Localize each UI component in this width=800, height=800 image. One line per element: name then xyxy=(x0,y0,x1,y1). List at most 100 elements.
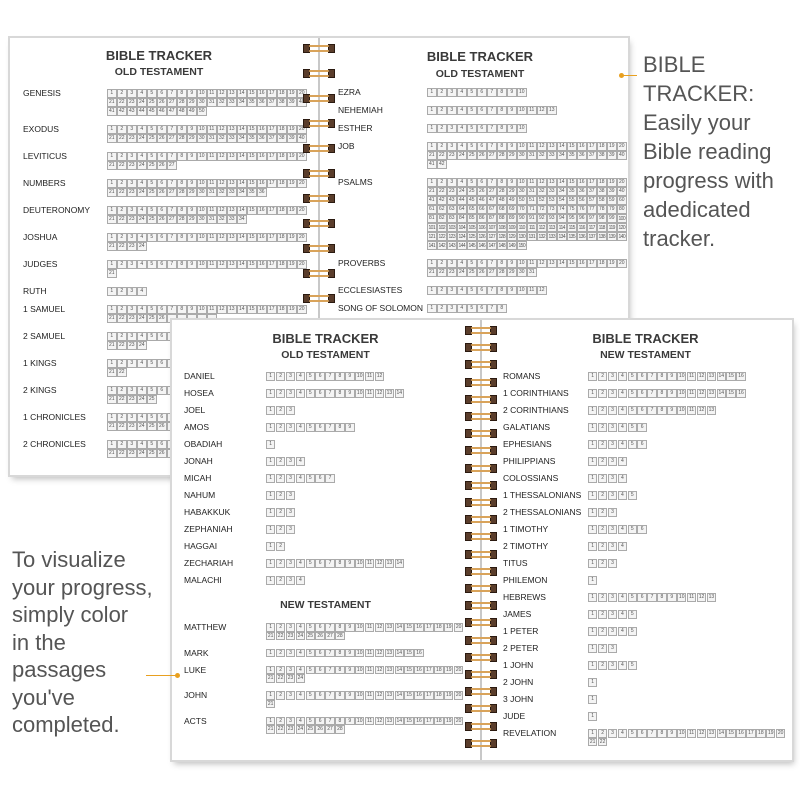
book-name: 1 CHRONICLES xyxy=(23,412,86,422)
book-entry: NEHEMIAH 1 2 3 4 5 6 7 8 9 10 11 12 13 xyxy=(320,105,628,124)
chapter-box: 29 xyxy=(507,187,517,196)
chapter-box: 2 xyxy=(117,179,127,188)
chapter-box: 28 xyxy=(177,134,187,143)
chapter-box: 24 xyxy=(295,631,306,640)
chapter-box: 17 xyxy=(267,125,277,134)
callout-text-line: passages xyxy=(12,657,107,682)
chapter-box: 10 xyxy=(355,716,365,725)
chapter-box: 1 xyxy=(588,576,598,585)
chapter-box: 14 xyxy=(394,716,404,725)
chapter-box: 3 xyxy=(607,508,618,517)
chapter-box: 21 xyxy=(427,187,437,196)
chapter-box: 1 xyxy=(266,576,276,585)
chapter-box: 13 xyxy=(706,372,717,381)
chapter-box: 5 xyxy=(305,389,315,398)
chapter-box: 89 xyxy=(507,214,517,223)
spiral-ring-icon xyxy=(465,515,497,525)
book-entry: PHILIPPIANS 1 2 3 4 xyxy=(483,456,792,474)
chapter-box: 21 xyxy=(107,314,117,323)
chapter-box: 25 xyxy=(147,449,157,458)
chapter-box: 123 xyxy=(447,232,457,241)
book-entry: JOHN 1 2 3 4 5 6 7 8 9 10 11 12 13 14 15 16 17 18 19 20 21 xyxy=(172,690,479,717)
chapter-box: 4 xyxy=(295,372,306,381)
chapter-box: 2 xyxy=(597,661,608,670)
chapter-box: 25 xyxy=(467,187,477,196)
chapter-box: 46 xyxy=(477,196,487,205)
chapter-box: 20 xyxy=(617,259,627,268)
chapter-box: 3 xyxy=(127,413,137,422)
chapter-box: 21 xyxy=(107,98,117,107)
chapter-box: 6 xyxy=(315,623,325,632)
chapter-box: 1 xyxy=(266,691,276,700)
chapter-box: 4 xyxy=(295,474,306,483)
chapter-box: 85 xyxy=(467,214,477,223)
chapter-box: 35 xyxy=(247,98,257,107)
chapter-box: 82 xyxy=(437,214,447,223)
chapter-box: 27 xyxy=(325,725,335,734)
chapter-box: 52 xyxy=(537,196,547,205)
chapter-box: 72 xyxy=(537,205,547,214)
callout-line xyxy=(623,75,637,76)
book-entry: MARK 1 2 3 4 5 6 7 8 9 10 11 12 13 14 15 16 xyxy=(172,648,479,666)
book-name: PROVERBS xyxy=(338,258,386,268)
book-entry: EPHESIANS 1 2 3 4 5 6 xyxy=(483,439,792,457)
chapter-boxes: 1 xyxy=(588,678,788,687)
callout-text-line: BIBLE xyxy=(643,52,706,77)
chapter-box: 3 xyxy=(607,525,618,534)
chapter-box: 2 xyxy=(597,627,608,636)
chapter-box: 3 xyxy=(285,508,296,517)
chapter-box: 24 xyxy=(457,187,467,196)
book-name: 2 TIMOTHY xyxy=(503,541,549,551)
chapter-box: 10 xyxy=(197,179,207,188)
book-entry: JOSHUA 1 2 3 4 5 6 7 8 9 10 11 12 13 14 15 16 17 18 19 20 21 2… xyxy=(10,232,318,260)
chapter-box: 25 xyxy=(147,161,157,170)
chapter-box: 4 xyxy=(137,179,147,188)
chapter-box: 1 xyxy=(266,665,276,674)
chapter-box: 3 xyxy=(285,691,296,700)
chapter-box: 11 xyxy=(527,106,537,115)
chapter-box: 4 xyxy=(137,206,147,215)
chapter-box: 6 xyxy=(637,440,647,449)
chapter-box: 77 xyxy=(587,205,597,214)
book-entry: COLOSSIANS 1 2 3 4 xyxy=(483,473,792,491)
chapter-box: 13 xyxy=(547,259,557,268)
chapter-box: 14 xyxy=(394,623,404,632)
chapter-box: 1 xyxy=(107,332,117,341)
chapter-boxes: 1 2 3 4 5 6 7 8 9 10 11 12 13 xyxy=(588,406,788,415)
chapter-box: 23 xyxy=(127,422,137,431)
chapter-box: 11 xyxy=(686,729,697,738)
chapter-box: 24 xyxy=(137,188,147,197)
chapter-box: 42 xyxy=(437,160,447,169)
book-list: DANIEL 1 2 3 4 5 6 7 8 9 10 11 12 HOSEA 1 2 3 4 5 6 7 8 9 10 11 1… xyxy=(172,371,479,593)
chapter-box: 59 xyxy=(607,196,617,205)
chapter-box: 6 xyxy=(477,286,487,295)
chapter-box: 10 xyxy=(517,142,527,151)
chapter-box: 2 xyxy=(597,729,608,738)
chapter-box: 25 xyxy=(147,422,157,431)
chapter-box: 8 xyxy=(497,106,507,115)
chapter-box: 25 xyxy=(147,188,157,197)
chapter-box: 118 xyxy=(597,223,607,232)
chapter-box: 7 xyxy=(647,593,657,602)
chapter-box: 20 xyxy=(775,729,786,738)
chapter-boxes: 1 xyxy=(266,440,466,449)
chapter-box: 1 xyxy=(266,474,276,483)
chapter-box: 7 xyxy=(647,372,657,381)
chapter-box: 1 xyxy=(266,716,276,725)
chapter-box: 93 xyxy=(547,214,557,223)
chapter-box: 11 xyxy=(364,691,375,700)
chapter-box: 3 xyxy=(447,259,457,268)
book-name: ACTS xyxy=(184,715,207,726)
chapter-box: 7 xyxy=(167,260,177,269)
chapter-box: 19 xyxy=(444,623,454,632)
chapter-box: 22 xyxy=(117,422,127,431)
spiral-ring-icon xyxy=(303,44,335,53)
chapter-box: 6 xyxy=(637,406,647,415)
chapter-box: 8 xyxy=(657,593,667,602)
book-name: AMOS xyxy=(184,422,210,432)
chapter-box: 5 xyxy=(627,729,637,738)
chapter-box: 10 xyxy=(677,729,687,738)
